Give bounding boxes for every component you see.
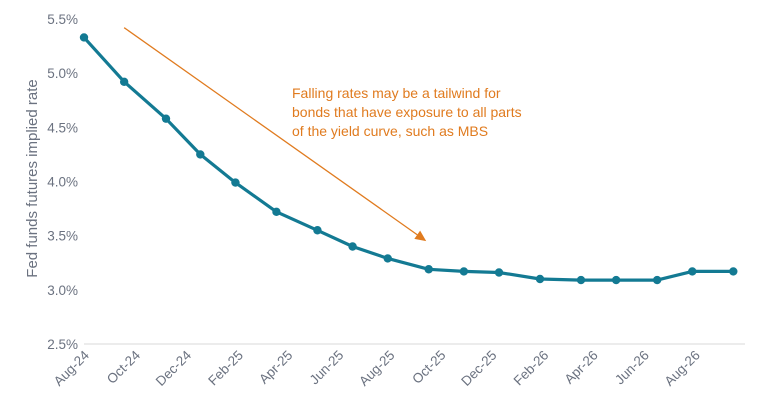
data-point — [535, 274, 545, 284]
y-tick-label: 3.5% — [47, 229, 78, 244]
data-point — [652, 275, 662, 285]
x-tick-label: Aug-24 — [51, 347, 93, 389]
annotation-arrow-head — [414, 230, 427, 242]
annotation: Falling rates may be a tailwind for bonds… — [123, 27, 522, 242]
annotation-text-line: of the yield curve, such as MBS — [292, 123, 488, 139]
x-tick-label: Oct-25 — [409, 348, 448, 387]
x-tick-label: Aug-26 — [662, 348, 703, 389]
data-point — [348, 242, 357, 251]
y-tick-label: 4.5% — [47, 120, 78, 135]
y-tick-label: 2.5% — [47, 337, 78, 352]
y-tick-label: 5.0% — [47, 66, 78, 81]
y-tick-label: 3.0% — [47, 283, 78, 298]
data-point — [231, 178, 240, 187]
data-point — [688, 267, 697, 276]
data-point — [119, 77, 129, 87]
x-axis-ticks: Aug-24 Oct-24 Dec-24 Feb-25 Apr-25 Jun-25 Aug-… — [51, 347, 703, 389]
x-tick-label: Apr-25 — [256, 348, 295, 387]
x-tick-label: Jun-25 — [307, 348, 347, 388]
y-axis-title: Fed funds futures implied rate — [24, 79, 41, 277]
x-tick-label: Feb-26 — [511, 348, 552, 389]
x-tick-label: Feb-25 — [205, 348, 246, 389]
x-tick-label: Aug-25 — [356, 348, 397, 389]
data-point — [729, 267, 738, 276]
series-line — [82, 35, 735, 282]
x-tick-label: Dec-24 — [153, 347, 195, 389]
x-tick-label: Apr-26 — [562, 348, 601, 387]
annotation-text-line: Falling rates may be a tailwind for — [292, 85, 501, 101]
x-tick-label: Jun-26 — [612, 348, 652, 388]
data-point — [611, 275, 621, 285]
y-tick-label: 4.0% — [47, 175, 78, 190]
y-tick-label: 5.5% — [47, 12, 78, 27]
data-point — [161, 114, 171, 123]
data-point — [383, 254, 392, 263]
data-point — [196, 150, 205, 159]
data-point — [272, 207, 281, 217]
y-axis-ticks: 2.5% 3.0% 3.5% 4.0% 4.5% 5.0% 5.5% — [47, 12, 78, 352]
data-point — [459, 267, 469, 276]
x-tick-label: Oct-24 — [104, 347, 144, 387]
data-point — [424, 265, 433, 274]
x-tick-label: Dec-25 — [458, 348, 499, 389]
data-point — [576, 275, 586, 285]
data-point — [494, 268, 504, 277]
annotation-text-line: bonds that have exposure to all parts — [292, 104, 522, 120]
data-point — [79, 33, 89, 42]
data-point — [313, 226, 322, 235]
annotation-arrow-line — [123, 27, 418, 236]
series-group — [79, 33, 738, 285]
